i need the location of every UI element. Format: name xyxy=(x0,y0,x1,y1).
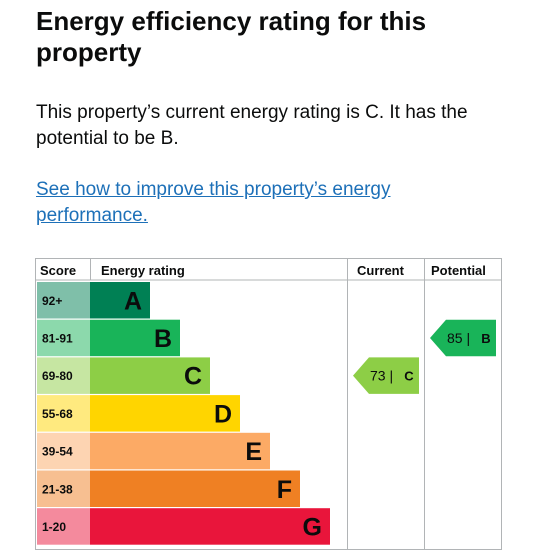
chart-headers: Score Energy rating Current Potential xyxy=(40,263,486,278)
potential-header: Potential xyxy=(431,263,486,278)
improve-performance-link[interactable]: See how to improve this property’s energ… xyxy=(36,179,391,226)
energy-rating-header: Energy rating xyxy=(101,263,185,278)
rating-summary: This property’s current energy rating is… xyxy=(36,102,468,149)
score-cell-g xyxy=(37,508,90,545)
score-cell-a xyxy=(37,282,90,319)
current-header: Current xyxy=(357,263,405,278)
current-rating-marker-score: 73 | xyxy=(370,368,393,384)
current-rating-marker: 73 | C xyxy=(353,357,419,394)
band-bar-a xyxy=(90,282,150,319)
score-cell-d xyxy=(37,395,90,432)
band-bar-d xyxy=(90,395,240,432)
rating-markers: 73 | C 85 | B xyxy=(353,319,496,394)
band-bar-c xyxy=(90,357,210,394)
band-letter-f: F xyxy=(277,476,292,504)
score-label-a: 92+ xyxy=(42,294,62,308)
potential-rating-marker-letter: B xyxy=(481,331,490,346)
score-cell-b xyxy=(37,319,90,357)
score-label-e: 39-54 xyxy=(42,445,73,459)
band-letter-d: D xyxy=(214,400,232,428)
current-rating-marker-letter: C xyxy=(404,369,414,384)
band-letter-c: C xyxy=(184,363,202,391)
band-bar-f xyxy=(90,470,300,507)
score-label-c: 69-80 xyxy=(42,369,73,383)
band-letter-b: B xyxy=(154,325,172,353)
band-bar-b xyxy=(90,319,180,357)
band-bar-g xyxy=(90,508,330,545)
score-cell-c xyxy=(37,357,90,394)
score-label-b: 81-91 xyxy=(42,331,73,345)
score-cell-f xyxy=(37,470,90,507)
band-letter-g: G xyxy=(303,513,322,541)
rating-bands: 92+ A 81-91 B 69-80 C 55-68 D 39-54 E 21-38 F 1-20 G xyxy=(37,282,330,545)
score-label-d: 55-68 xyxy=(42,407,73,421)
potential-rating-marker: 85 | B xyxy=(430,319,496,357)
band-bar-e xyxy=(90,432,270,470)
score-label-f: 21-38 xyxy=(42,482,73,496)
score-cell-e xyxy=(37,432,90,470)
band-letter-e: E xyxy=(245,438,262,466)
potential-rating-marker-score: 85 | xyxy=(447,330,470,346)
energy-rating-chart: Score Energy rating Current Potential 92… xyxy=(35,258,502,550)
score-label-g: 1-20 xyxy=(42,520,66,534)
score-header: Score xyxy=(40,263,76,278)
band-letter-a: A xyxy=(124,287,142,315)
page-title: Energy efficiency rating for this proper… xyxy=(36,6,427,67)
